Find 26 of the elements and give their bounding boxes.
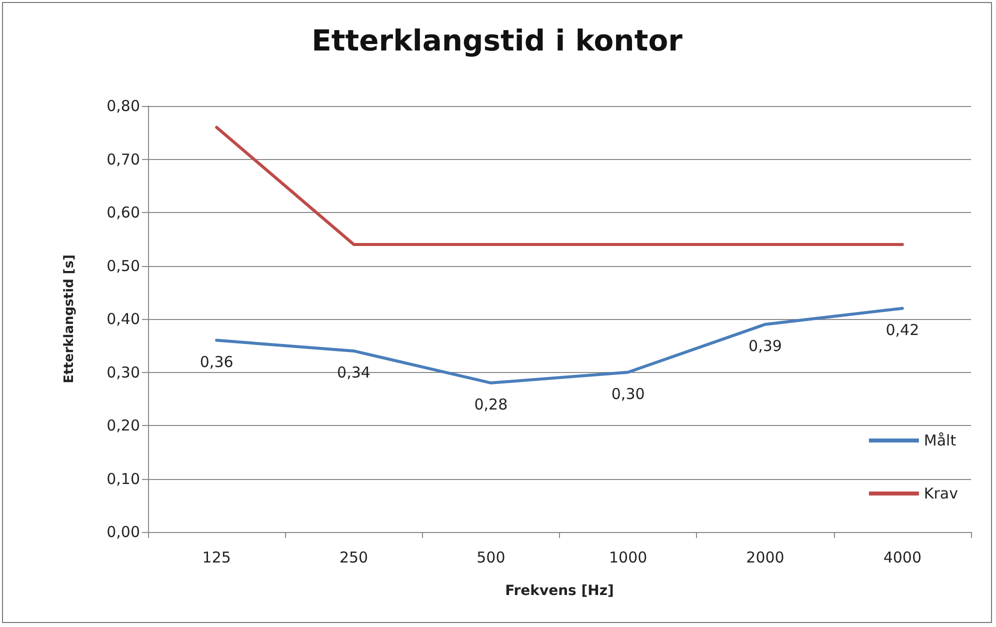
data-label: 0,36 [200, 352, 234, 371]
x-tick-label: 125 [202, 548, 231, 566]
x-tick-label: 250 [339, 548, 368, 566]
y-tick-label: 0,80 [106, 97, 140, 115]
y-tick-label: 0,20 [106, 416, 140, 434]
legend-label: Krav [924, 484, 958, 502]
chart-title: Etterklangstid i kontor [312, 24, 684, 58]
y-tick-label: 0,40 [106, 310, 140, 328]
y-tick-label: 0,60 [106, 204, 140, 222]
x-tick-label: 4000 [883, 548, 922, 566]
data-label: 0,30 [611, 384, 645, 403]
x-axis-title: Frekvens [Hz] [505, 583, 614, 599]
y-tick-label: 0,70 [106, 150, 140, 168]
y-axis-title: Etterklangstid [s] [62, 254, 77, 384]
y-tick-label: 0,50 [106, 256, 140, 275]
x-tick-label: 2000 [746, 548, 784, 566]
x-tick-label: 500 [476, 548, 506, 566]
y-tick-label: 0,10 [106, 470, 140, 488]
data-label: 0,39 [748, 336, 782, 355]
data-label: 0,42 [886, 320, 920, 339]
y-tick-label: 0,00 [106, 523, 140, 541]
data-label: 0,28 [474, 395, 508, 414]
legend-label: Målt [924, 432, 956, 450]
data-label: 0,34 [337, 363, 370, 382]
y-tick-label: 0,30 [106, 363, 140, 382]
x-tick-label: 1000 [608, 548, 648, 566]
